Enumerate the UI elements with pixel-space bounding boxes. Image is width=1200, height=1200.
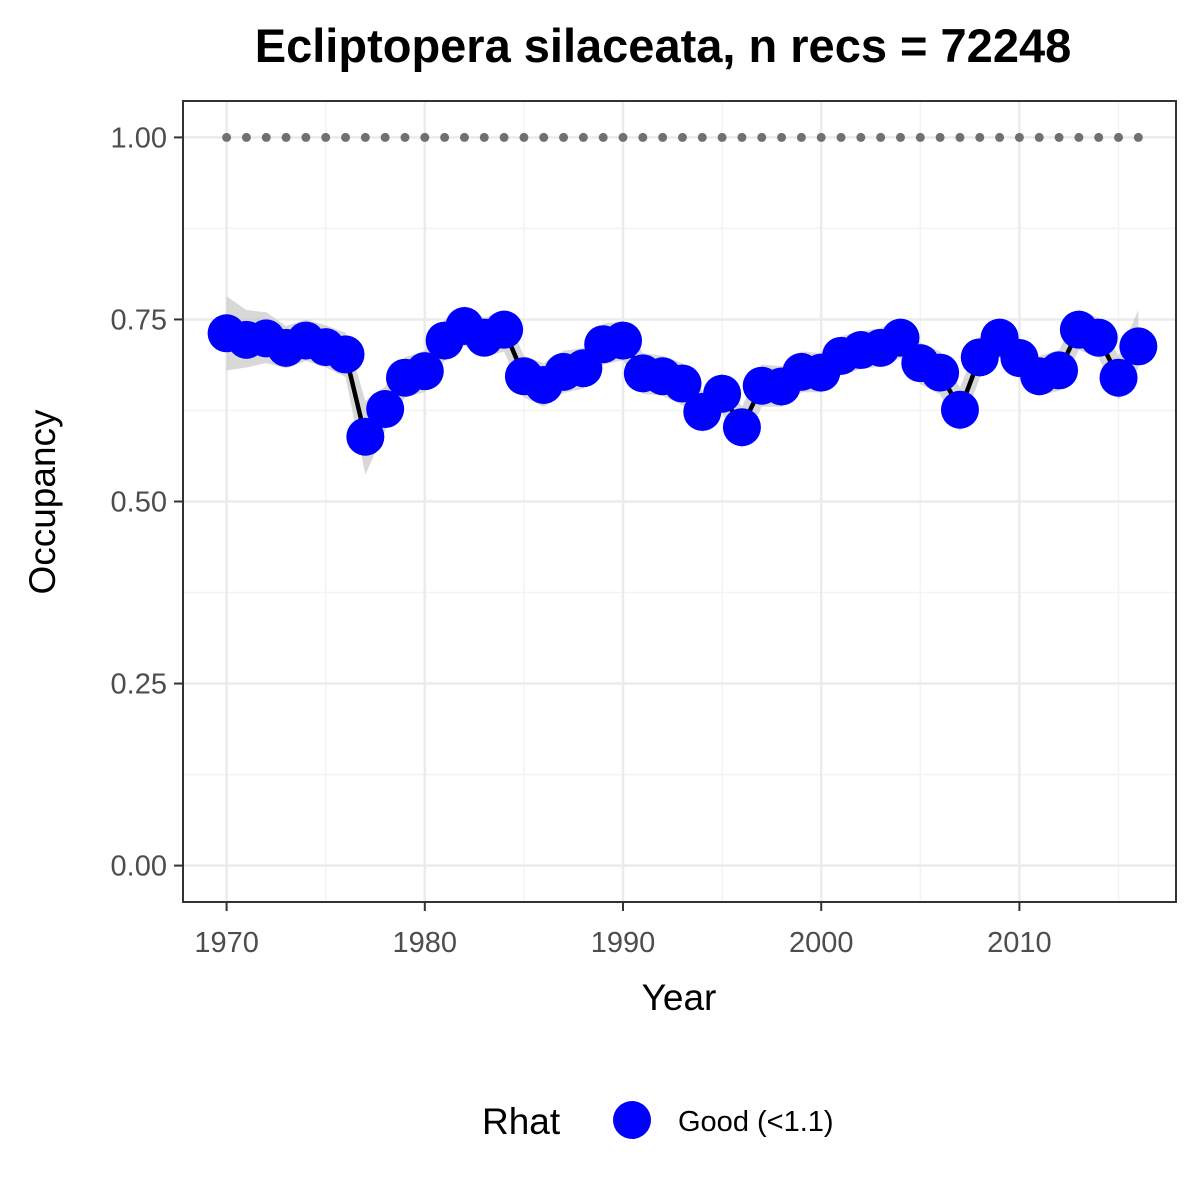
x-tick-label: 1980 <box>393 927 458 959</box>
reference-dot <box>658 132 668 142</box>
x-tick-label: 2010 <box>987 927 1052 959</box>
reference-dot <box>380 132 390 142</box>
legend-key-good <box>613 1101 651 1139</box>
reference-dot <box>1014 132 1024 142</box>
reference-dot <box>737 132 747 142</box>
data-point <box>663 364 702 403</box>
y-axis-title: Occupancy <box>22 409 63 595</box>
data-point <box>326 335 365 374</box>
major-gridlines <box>183 101 1176 902</box>
reference-dot <box>717 132 727 142</box>
reference-dot <box>479 132 489 142</box>
data-point <box>485 310 524 349</box>
y-tick-label: 1.00 <box>111 122 167 154</box>
reference-dot <box>757 132 767 142</box>
reference-dot <box>1054 132 1064 142</box>
reference-dot <box>539 132 549 142</box>
y-tick-label: 0.25 <box>111 669 167 701</box>
reference-dot <box>321 132 331 142</box>
reference-dot <box>301 132 311 142</box>
reference-dot <box>836 132 846 142</box>
reference-dot <box>519 132 529 142</box>
data-point <box>405 352 444 391</box>
reference-dot <box>420 132 430 142</box>
reference-dot <box>1133 132 1143 142</box>
reference-dot <box>499 132 509 142</box>
x-tick-label: 2000 <box>789 927 854 959</box>
reference-dot <box>796 132 806 142</box>
reference-dot <box>995 132 1005 142</box>
data-point <box>940 390 979 429</box>
y-tick-label: 0.75 <box>111 304 167 336</box>
x-tick-label: 1990 <box>591 927 656 959</box>
reference-dot <box>677 132 687 142</box>
reference-dot <box>261 132 271 142</box>
y-tick-label: 0.00 <box>111 851 167 883</box>
reference-dot <box>459 132 469 142</box>
legend-title: Rhat <box>482 1101 561 1142</box>
reference-dot <box>975 132 985 142</box>
reference-dot <box>1074 132 1084 142</box>
reference-dot <box>876 132 886 142</box>
data-point <box>881 318 920 357</box>
reference-dot <box>360 132 370 142</box>
reference-dot <box>697 132 707 142</box>
x-tick-label: 1970 <box>194 927 259 959</box>
data-point <box>604 321 643 360</box>
reference-dot <box>955 132 965 142</box>
y-tick-label: 0.50 <box>111 487 167 519</box>
reference-dot <box>598 132 608 142</box>
y-axis: 0.00 0.25 0.50 0.75 1.00 <box>111 122 183 883</box>
reference-dot <box>856 132 866 142</box>
data-point <box>703 374 742 413</box>
reference-dot <box>281 132 291 142</box>
reference-dot <box>400 132 410 142</box>
data-point <box>366 390 405 429</box>
reference-dot <box>915 132 925 142</box>
data-point <box>921 353 960 392</box>
reference-dot <box>559 132 569 142</box>
reference-line-dotted <box>222 132 1143 142</box>
reference-dot <box>1034 132 1044 142</box>
reference-dot <box>816 132 826 142</box>
legend-label-good: Good (<1.1) <box>678 1106 834 1138</box>
legend: Rhat Good (<1.1) <box>482 1101 834 1142</box>
reference-dot <box>1114 132 1124 142</box>
reference-dot <box>578 132 588 142</box>
reference-dot <box>440 132 450 142</box>
data-point <box>1040 351 1079 390</box>
chart-title: Ecliptopera silaceata, n recs = 72248 <box>255 19 1071 72</box>
reference-dot <box>638 132 648 142</box>
reference-dot <box>777 132 787 142</box>
reference-dot <box>241 132 251 142</box>
data-point <box>1079 318 1118 357</box>
data-point <box>346 417 385 456</box>
data-point <box>722 408 761 447</box>
x-axis: 1970 1980 1990 2000 2010 <box>194 902 1052 959</box>
data-point <box>1119 327 1158 366</box>
reference-dot <box>341 132 351 142</box>
reference-dot <box>895 132 905 142</box>
x-axis-title: Year <box>642 977 717 1018</box>
reference-dot <box>1094 132 1104 142</box>
reference-dot <box>935 132 945 142</box>
data-point <box>1099 358 1138 397</box>
reference-dot <box>222 132 232 142</box>
data-points <box>207 307 1158 456</box>
reference-dot <box>618 132 628 142</box>
